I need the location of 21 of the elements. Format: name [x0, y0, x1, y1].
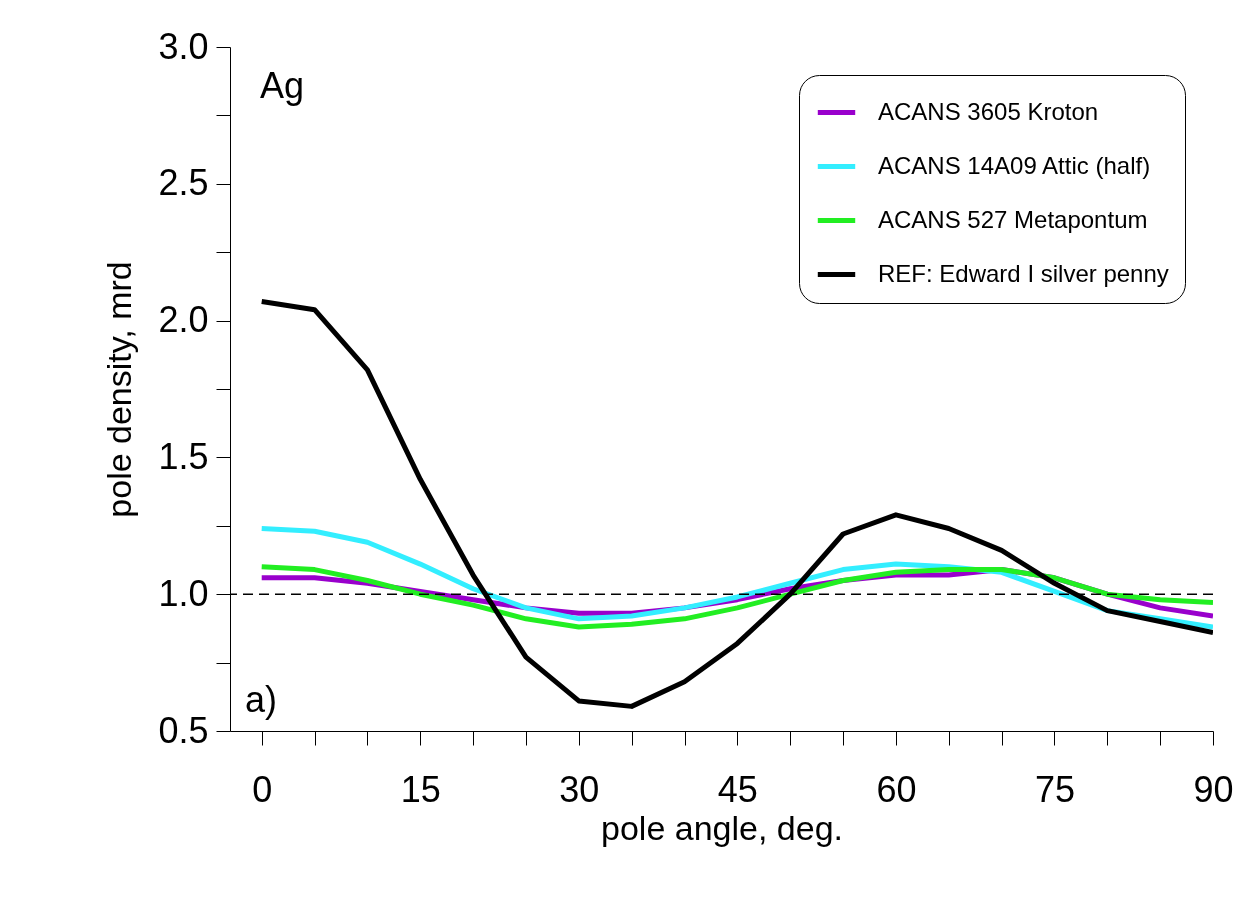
annotation: a) [245, 679, 278, 720]
x-tick-label: 30 [559, 768, 600, 810]
legend-label: ACANS 14A09 Attic (half) [878, 151, 1151, 179]
y-tick-label: 2.5 [158, 162, 209, 204]
y-tick-label: 3.0 [158, 25, 209, 67]
y-tick-label: 1.5 [158, 435, 209, 477]
x-tick-label: 60 [876, 768, 917, 810]
y-tick-label: 2.0 [158, 299, 209, 341]
x-axis-title: pole angle, deg. [601, 808, 843, 847]
legend-label: ACANS 3605 Kroton [878, 97, 1099, 125]
legend-label: ACANS 527 Metapontum [878, 205, 1148, 233]
legend-label: REF: Edward I silver penny [878, 259, 1169, 287]
x-tick-label: 90 [1193, 768, 1234, 810]
y-axis-title: pole density, mrd [100, 261, 139, 518]
x-tick-label: 75 [1034, 768, 1075, 810]
x-tick-label: 15 [400, 768, 441, 810]
y-tick-label: 0.5 [158, 709, 209, 751]
y-tick-label: 1.0 [158, 572, 209, 614]
annotation: Ag [260, 65, 305, 106]
x-tick-label: 0 [252, 768, 273, 810]
x-tick-label: 45 [717, 768, 758, 810]
